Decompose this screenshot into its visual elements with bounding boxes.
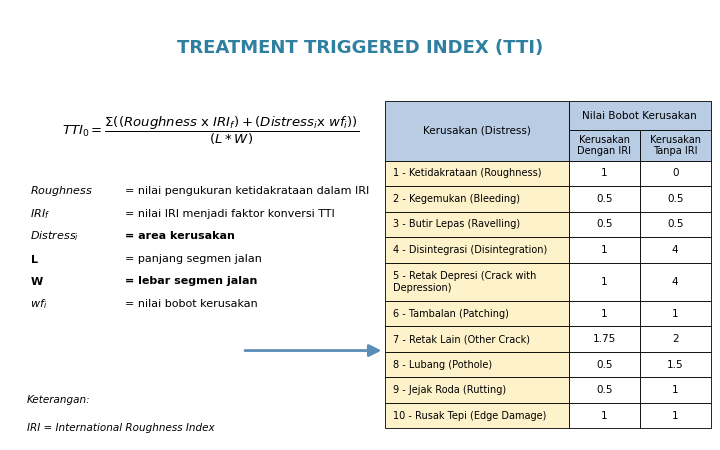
Text: 4: 4 — [672, 245, 678, 255]
Bar — [640, 352, 711, 377]
Text: $\it{Distress_i}$: $\it{Distress_i}$ — [30, 230, 79, 243]
Text: 9 - Jejak Roda (Rutting): 9 - Jejak Roda (Rutting) — [393, 385, 506, 395]
Text: 2: 2 — [672, 334, 678, 344]
Bar — [640, 186, 711, 211]
Bar — [569, 352, 640, 377]
Text: $\mathbf{L}$: $\mathbf{L}$ — [30, 253, 39, 265]
Text: 1.75: 1.75 — [593, 334, 616, 344]
Text: 0.5: 0.5 — [596, 220, 613, 230]
Text: 0.5: 0.5 — [667, 194, 683, 204]
Bar — [569, 101, 711, 130]
Text: 1: 1 — [601, 277, 608, 287]
Text: $TTI_0 = \dfrac{\Sigma((Roughness\ \mathrm{x}\ IRI_f)+(Distress_i \mathrm{x}\ wf: $TTI_0 = \dfrac{\Sigma((Roughness\ \math… — [62, 114, 359, 147]
Bar — [640, 377, 711, 403]
Text: Kerusakan
Dengan IRI: Kerusakan Dengan IRI — [577, 135, 631, 156]
Bar — [385, 377, 569, 403]
Text: 1: 1 — [601, 245, 608, 255]
Bar — [385, 326, 569, 352]
Bar — [385, 186, 569, 211]
Text: 1 - Ketidakrataan (Roughness): 1 - Ketidakrataan (Roughness) — [393, 168, 542, 179]
Text: 0.5: 0.5 — [596, 385, 613, 395]
Bar — [640, 326, 711, 352]
Bar — [640, 130, 711, 161]
Text: 5 - Retak Depresi (Crack with
Depression): 5 - Retak Depresi (Crack with Depression… — [393, 271, 536, 292]
Bar — [385, 352, 569, 377]
Text: = nilai pengukuran ketidakrataan dalam IRI: = nilai pengukuran ketidakrataan dalam I… — [125, 186, 369, 196]
Bar — [569, 237, 640, 263]
Text: $\it{wf_i}$: $\it{wf_i}$ — [30, 297, 48, 310]
Text: IRI = International Roughness Index: IRI = International Roughness Index — [27, 423, 215, 433]
Text: $\mathbf{W}$: $\mathbf{W}$ — [30, 275, 44, 287]
Text: 1.5: 1.5 — [667, 360, 683, 369]
Bar — [640, 403, 711, 428]
Bar — [569, 212, 640, 237]
Text: 1: 1 — [601, 410, 608, 420]
Text: 4 - Disintegrasi (Disintegration): 4 - Disintegrasi (Disintegration) — [393, 245, 548, 255]
Bar — [569, 130, 640, 161]
Text: 1: 1 — [601, 309, 608, 319]
Text: 0.5: 0.5 — [667, 220, 683, 230]
Text: 1: 1 — [672, 410, 678, 420]
Text: 6 - Tambalan (Patching): 6 - Tambalan (Patching) — [393, 309, 509, 319]
Text: = lebar segmen jalan: = lebar segmen jalan — [125, 276, 258, 286]
Text: TREATMENT TRIGGERED INDEX (TTI): TREATMENT TRIGGERED INDEX (TTI) — [177, 40, 543, 57]
Bar — [569, 186, 640, 211]
Bar — [385, 212, 569, 237]
Bar — [569, 161, 640, 186]
Text: Kerusakan
Tanpa IRI: Kerusakan Tanpa IRI — [649, 135, 701, 156]
Bar — [569, 301, 640, 326]
Text: 1: 1 — [672, 309, 678, 319]
Text: = nilai bobot kerusakan: = nilai bobot kerusakan — [125, 299, 258, 309]
Bar — [640, 161, 711, 186]
Text: $\it{IRI_f}$: $\it{IRI_f}$ — [30, 207, 50, 220]
Bar — [569, 377, 640, 403]
Text: ANALISIS DAN PEMROGRAMAN: ANALISIS DAN PEMROGRAMAN — [204, 10, 516, 29]
Text: 1: 1 — [672, 385, 678, 395]
Text: = nilai IRI menjadi faktor konversi TTI: = nilai IRI menjadi faktor konversi TTI — [125, 209, 335, 219]
Text: = panjang segmen jalan: = panjang segmen jalan — [125, 254, 262, 264]
Text: Keterangan:: Keterangan: — [27, 395, 91, 405]
Bar — [569, 263, 640, 301]
Text: Nilai Bobot Kerusakan: Nilai Bobot Kerusakan — [582, 111, 697, 121]
Text: 1: 1 — [601, 168, 608, 179]
Bar — [385, 263, 569, 301]
Bar — [640, 301, 711, 326]
Bar — [640, 212, 711, 237]
Bar — [385, 161, 569, 186]
Text: = area kerusakan: = area kerusakan — [125, 231, 235, 241]
Text: 4: 4 — [672, 277, 678, 287]
Bar — [640, 263, 711, 301]
Text: 7 - Retak Lain (Other Crack): 7 - Retak Lain (Other Crack) — [393, 334, 531, 344]
Bar — [640, 237, 711, 263]
Bar — [385, 403, 569, 428]
Text: 3 - Butir Lepas (Ravelling): 3 - Butir Lepas (Ravelling) — [393, 220, 521, 230]
Text: $\it{Roughness}$: $\it{Roughness}$ — [30, 184, 93, 198]
Text: 0.5: 0.5 — [596, 194, 613, 204]
Bar — [569, 403, 640, 428]
Bar — [385, 301, 569, 326]
Text: 0.5: 0.5 — [596, 360, 613, 369]
Text: 2 - Kegemukan (Bleeding): 2 - Kegemukan (Bleeding) — [393, 194, 521, 204]
Text: 10 - Rusak Tepi (Edge Damage): 10 - Rusak Tepi (Edge Damage) — [393, 410, 546, 420]
Text: 8 - Lubang (Pothole): 8 - Lubang (Pothole) — [393, 360, 492, 369]
Text: 0: 0 — [672, 168, 678, 179]
Text: Kerusakan (Distress): Kerusakan (Distress) — [423, 126, 531, 136]
Bar — [569, 326, 640, 352]
Bar — [385, 237, 569, 263]
Bar — [385, 101, 569, 161]
